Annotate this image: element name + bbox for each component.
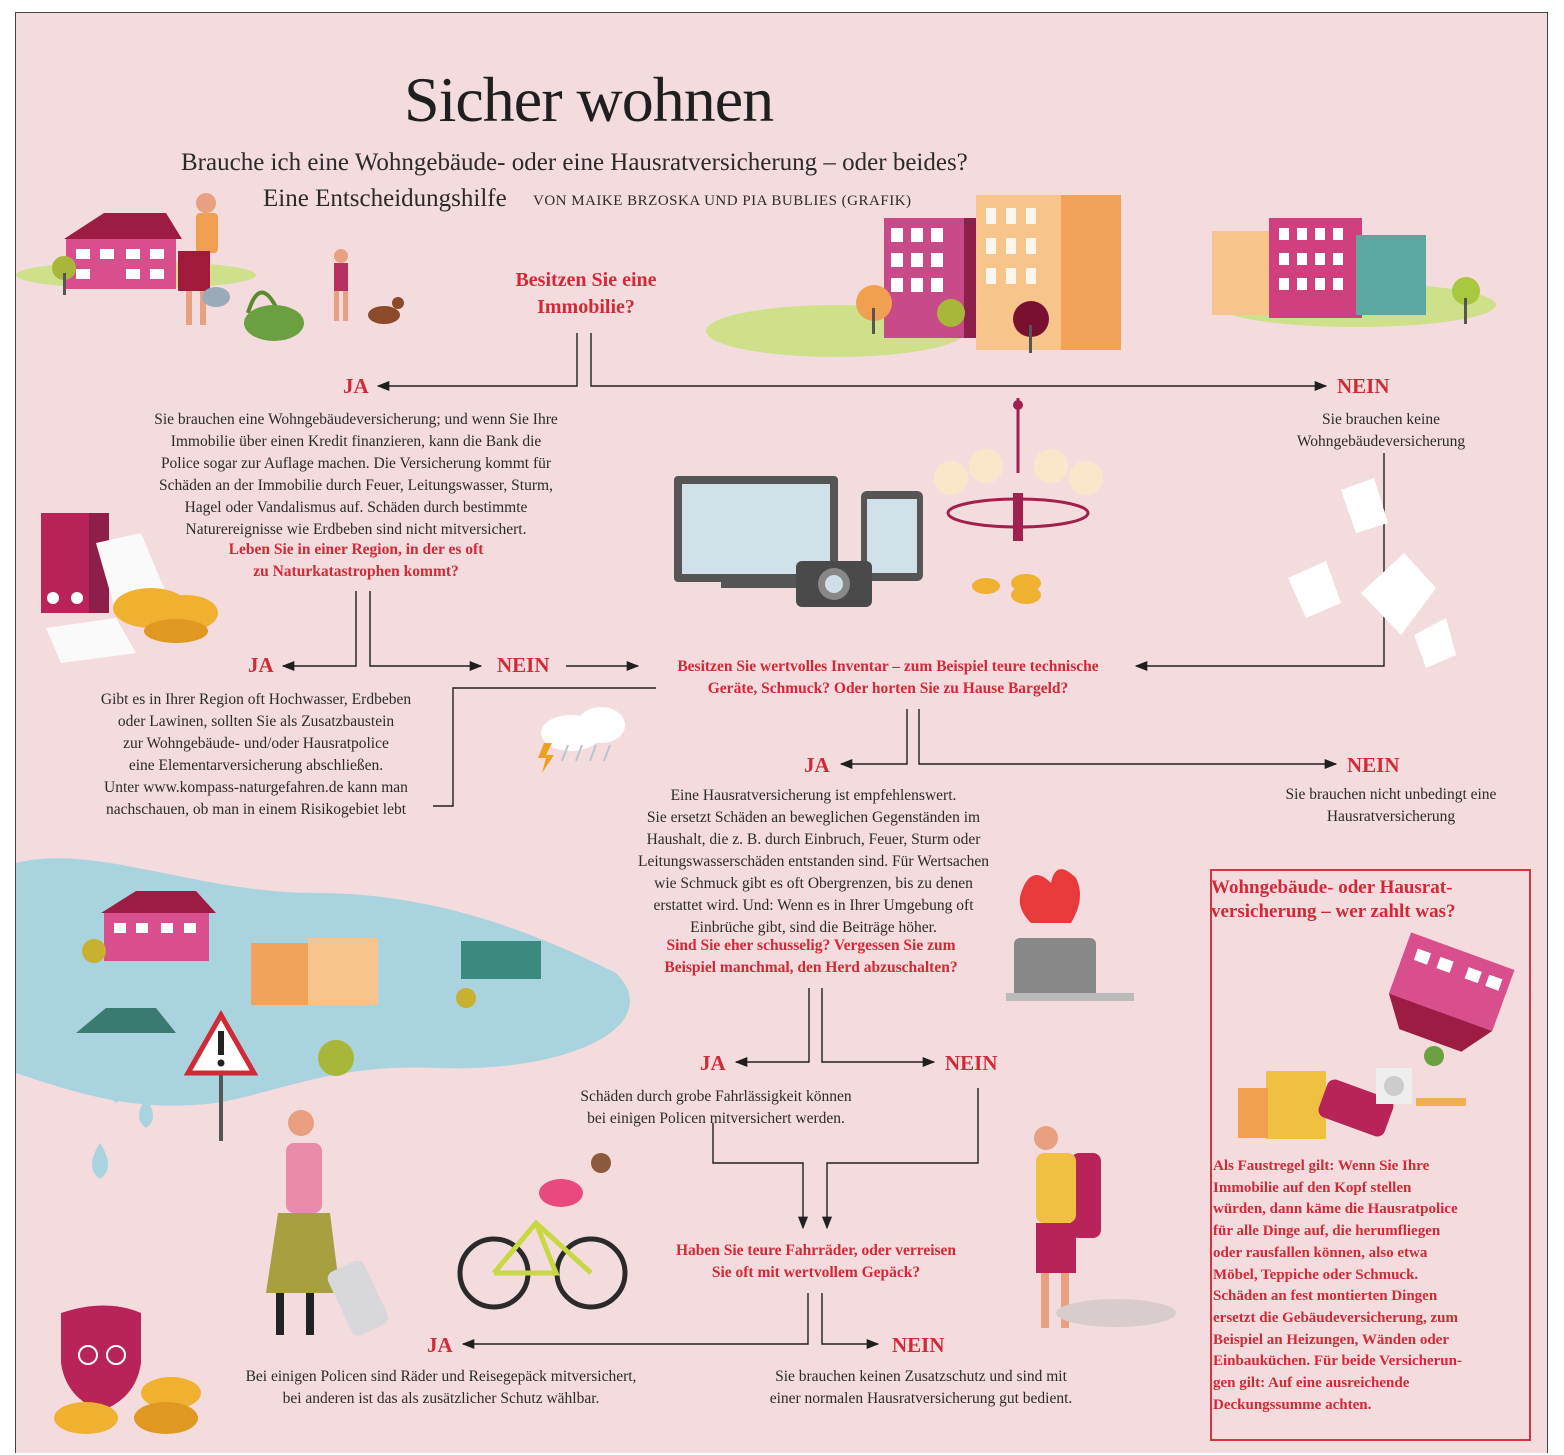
folders-icon xyxy=(41,513,218,663)
cyclist-icon xyxy=(457,1153,628,1310)
answer-no-extra-cover: Sie brauchen keinen Zusatzschutz und sin… xyxy=(769,1368,1073,1407)
page-subtitle-2: Eine Entscheidungshilfe xyxy=(263,185,507,212)
label-q3-nein: NEIN xyxy=(1347,753,1400,777)
camera-icon xyxy=(796,561,872,607)
line-elementar-to-q3 xyxy=(433,687,656,807)
apartment-buildings-icon xyxy=(706,195,1496,357)
pot-fire-icon xyxy=(1006,869,1134,1001)
page-title: Sicher wohnen xyxy=(404,64,774,135)
label-q3-ja: JA xyxy=(804,753,830,777)
question-bikes-luggage: Haben Sie teure Fahrräder, oder verreise… xyxy=(675,1242,957,1281)
answer-bikes-luggage: Bei einigen Policen sind Räder und Reise… xyxy=(245,1368,637,1407)
tablet-icon xyxy=(861,491,923,581)
answer-elementar-insurance: Gibt es in Ihrer Region oft Hochwasser, … xyxy=(100,691,412,818)
line-q4ja-to-q5 xyxy=(712,1123,809,1230)
arrow-q5-ja xyxy=(461,1293,809,1350)
label-q1-nein: NEIN xyxy=(1337,374,1390,398)
paper-sheets-icon xyxy=(1288,478,1456,668)
arrow-q3-nein xyxy=(918,709,1338,770)
bike-shield-icon xyxy=(54,1305,201,1434)
arrow-q2-ja xyxy=(281,591,357,672)
arrow-q2-nein xyxy=(369,591,483,672)
label-q4-nein: NEIN xyxy=(945,1051,998,1075)
raindrops-icon xyxy=(92,1073,153,1179)
infographic-canvas: Sicher wohnen Brauche ich eine Wohngebäu… xyxy=(15,12,1548,1453)
arrow-q3-ja xyxy=(839,709,908,770)
question-own-property: Besitzen Sie eine Immobilie? xyxy=(515,269,657,318)
info-box xyxy=(1210,869,1531,1441)
house-icon xyxy=(16,213,256,295)
question-valuable-inventory: Besitzen Sie wertvolles Inventar – zum B… xyxy=(677,658,1099,697)
answer-building-insurance: Sie brauchen eine Wohngebäudeversicherun… xyxy=(154,411,558,538)
question-natural-disasters: Leben Sie in einer Region, in der es oft… xyxy=(228,541,484,580)
label-q2-nein: NEIN xyxy=(497,653,550,677)
arrow-q1-nein xyxy=(590,333,1328,392)
flooded-houses-icon xyxy=(16,858,630,1106)
hiker-icon xyxy=(1034,1126,1176,1328)
arrow-q4-ja xyxy=(734,988,810,1068)
answer-gross-negligence: Schäden durch grobe Fahrlässigkeit könne… xyxy=(580,1088,852,1127)
upside-down-house-icon xyxy=(1238,932,1515,1139)
label-q2-ja: JA xyxy=(248,653,274,677)
info-box-title: Wohngebäude- oder Hausrat- versicherung … xyxy=(1211,877,1456,922)
question-forgetful: Sind Sie eher schusselig? Vergessen Sie … xyxy=(664,937,958,976)
info-box-body: Als Faustregel gilt: Wenn Sie Ihre Immob… xyxy=(1213,1158,1462,1413)
answer-contents-insurance: Eine Hausratversicherung ist empfehlensw… xyxy=(638,787,989,936)
woman-suitcase-icon xyxy=(266,1110,389,1336)
flow-connectors xyxy=(281,333,1385,1350)
label-q4-ja: JA xyxy=(700,1051,726,1075)
byline: VON MAIKE BRZOSKA UND PIA BUBLIES (GRAFI… xyxy=(533,193,912,209)
coins-icon xyxy=(972,574,1041,604)
arrow-q5-nein xyxy=(821,1293,880,1350)
label-q1-ja: JA xyxy=(343,374,369,398)
answer-no-building-insurance: Sie brauchen keine Wohngebäudeversicheru… xyxy=(1296,411,1466,450)
arrow-q1-ja xyxy=(376,333,578,392)
line-q4nein-to-q5 xyxy=(821,1088,979,1230)
gardener-woman-icon xyxy=(178,193,404,341)
warning-sign-icon xyxy=(183,1009,259,1141)
label-q5-nein: NEIN xyxy=(892,1333,945,1357)
storm-cloud-icon xyxy=(538,707,625,773)
chandelier-icon xyxy=(934,398,1103,541)
answer-no-contents-insurance: Sie brauchen nicht unbedingt eine Hausra… xyxy=(1285,786,1497,825)
illustrations xyxy=(16,193,1515,1434)
page-subtitle: Brauche ich eine Wohngebäude- oder eine … xyxy=(181,149,968,176)
label-q5-ja: JA xyxy=(427,1333,453,1357)
arrow-q4-nein xyxy=(821,988,936,1068)
tv-monitor-icon xyxy=(674,476,838,588)
